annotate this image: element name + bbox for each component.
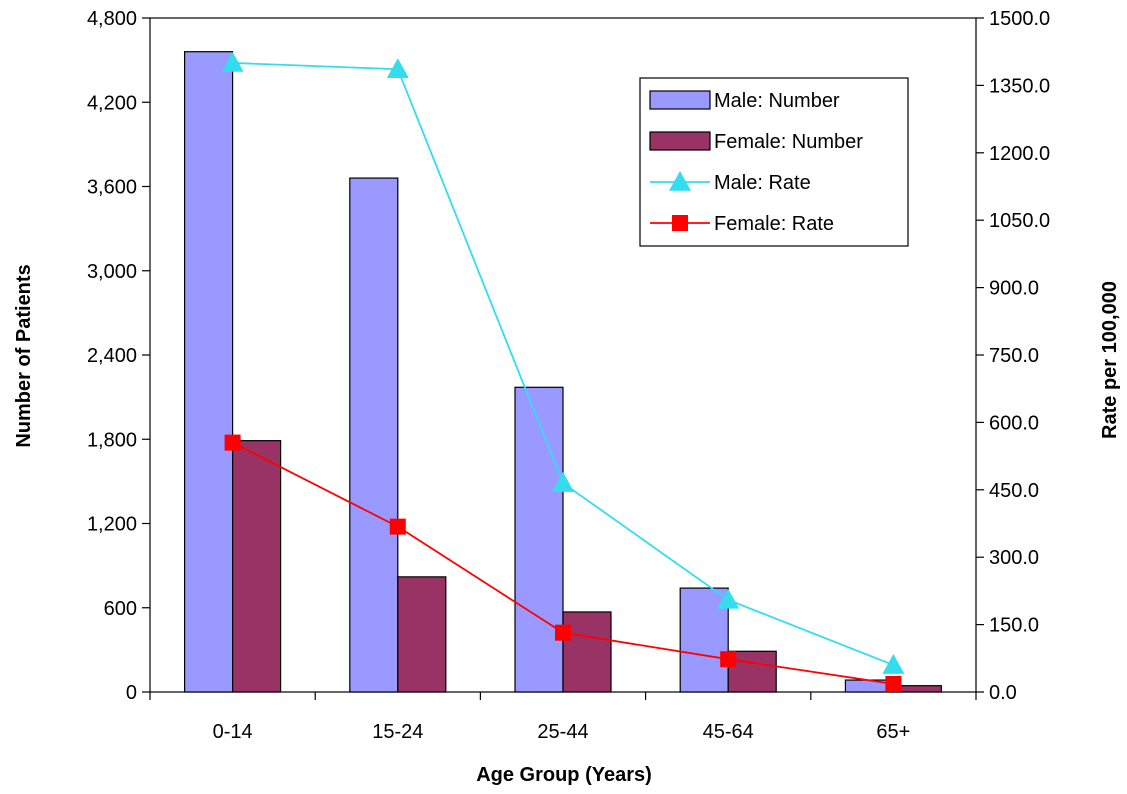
y-axis-title: Number of Patients (13, 264, 35, 447)
line-point (555, 624, 571, 641)
y2-axis-title: Rate per 100,000 (1099, 281, 1121, 439)
legend-label: Female: Number (714, 131, 863, 153)
legend-swatch (649, 131, 711, 151)
bar (184, 51, 234, 693)
y2-tick-label: 1500.0 (989, 8, 1050, 30)
x-tick-label: 65+ (876, 721, 910, 743)
x-tick-label: 0-14 (213, 721, 253, 743)
bar (232, 440, 282, 693)
legend-label: Female: Rate (714, 213, 834, 235)
y2-tick-label: 450.0 (989, 480, 1039, 502)
bars (184, 51, 943, 693)
line-point (224, 434, 241, 451)
legend-label: Male: Rate (714, 172, 811, 194)
y-tick-label: 0 (126, 682, 137, 704)
y2-tick-label: 0.0 (989, 682, 1017, 704)
line-point (882, 654, 905, 674)
y-tick-label: 3,000 (87, 261, 137, 283)
legend-swatch (649, 90, 711, 110)
x-tick-label: 15-24 (372, 721, 423, 743)
bar (514, 386, 564, 693)
lines (221, 51, 905, 692)
x-tick-label: 25-44 (537, 721, 588, 743)
y2-tick-label: 750.0 (989, 345, 1039, 367)
line-point (669, 171, 691, 191)
line-point (552, 472, 574, 492)
y2-tick-label: 1050.0 (989, 210, 1050, 232)
line-point (386, 58, 409, 79)
x-axis-title: Age Group (Years) (476, 764, 652, 786)
bar (349, 177, 399, 693)
y-tick-label: 600 (104, 598, 137, 620)
bar (397, 576, 447, 693)
y2-tick-label: 900.0 (989, 278, 1039, 300)
legend-label: Male: Number (714, 90, 840, 112)
y2-tick-label: 1200.0 (989, 143, 1050, 165)
y2-tick-label: 600.0 (989, 412, 1039, 434)
line-point (389, 518, 406, 535)
y2-tick-label: 150.0 (989, 615, 1039, 637)
axes: 0 600 1,200 1,800 2,400 3,000 3,600 4,200 4,800 0… (87, 8, 1050, 743)
bar (562, 611, 612, 693)
line-point (672, 215, 688, 231)
line-point (221, 51, 244, 72)
y-tick-label: 3,600 (87, 177, 137, 199)
line-point (720, 651, 737, 668)
y-tick-label: 4,800 (87, 8, 137, 30)
y-tick-label: 1,200 (87, 514, 137, 536)
x-tick-label: 45-64 (703, 721, 754, 743)
y2-tick-label: 300.0 (989, 547, 1039, 569)
y2-tick-label: 1350.0 (989, 75, 1050, 97)
y-tick-label: 2,400 (87, 345, 137, 367)
y-tick-label: 4,200 (87, 92, 137, 114)
line-point (885, 675, 902, 692)
legend: Male: Number Female: Number Male: Rate Fema… (639, 77, 909, 247)
line-point (717, 588, 740, 609)
y-tick-label: 1,800 (87, 429, 137, 451)
